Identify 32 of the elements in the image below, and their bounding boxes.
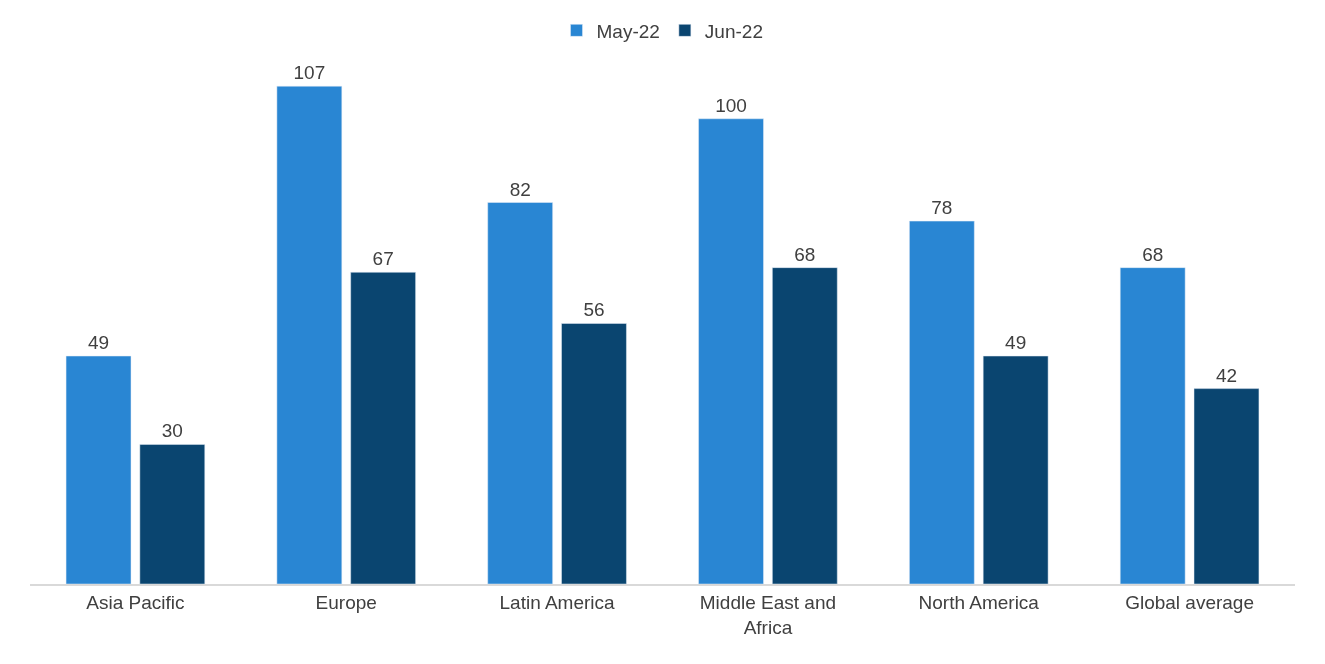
data-label: 56 [583, 299, 605, 321]
bar [1193, 388, 1260, 584]
bar [698, 118, 764, 584]
bar [65, 355, 132, 584]
bar [487, 202, 553, 584]
bar [1119, 267, 1186, 584]
x-tick-label: North America [918, 591, 1040, 613]
data-label: 68 [794, 243, 816, 265]
data-label: 67 [372, 248, 394, 270]
data-label: 107 [293, 62, 326, 84]
data-label: 42 [1215, 364, 1238, 386]
data-label: 49 [1005, 332, 1027, 354]
bar [772, 267, 838, 584]
data-label: 49 [87, 332, 110, 354]
bar [909, 220, 975, 584]
x-tick-label: Middle East and Africa [699, 591, 837, 638]
data-label: 78 [931, 197, 953, 219]
data-label: 100 [715, 94, 747, 116]
x-tick-label: Latin America [499, 591, 616, 613]
bar [561, 323, 627, 584]
bar [982, 355, 1049, 584]
bar [276, 85, 343, 584]
legend-label: Jun-22 [704, 20, 763, 42]
x-tick-label: Asia Pacific [86, 591, 185, 613]
x-tick-label: Europe [315, 591, 377, 613]
bar [350, 272, 416, 584]
data-label: 68 [1142, 243, 1164, 265]
bar [139, 444, 206, 584]
data-label: 82 [509, 178, 531, 200]
data-label: 30 [161, 420, 183, 442]
x-tick-label: Global average [1125, 591, 1255, 613]
legend-label: May-22 [596, 20, 660, 42]
